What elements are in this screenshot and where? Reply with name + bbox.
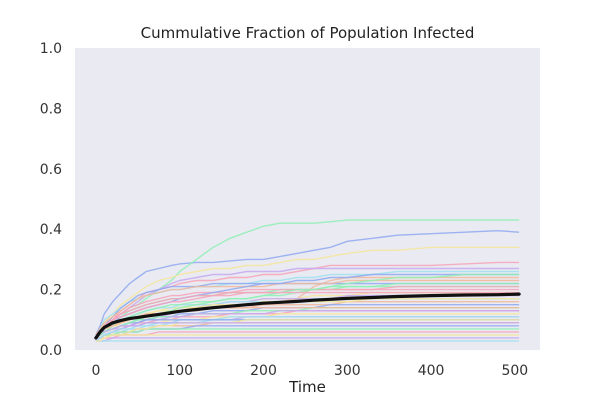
series-line: [95, 334, 520, 339]
y-tick-label: 0.4: [40, 222, 62, 238]
x-axis-label: Time: [288, 378, 326, 396]
y-tick-label: 0.0: [40, 343, 62, 359]
series-line: [95, 282, 520, 336]
series-line: [95, 229, 520, 336]
series-line: [95, 328, 520, 339]
chart-title: Cummulative Fraction of Population Infec…: [141, 24, 475, 42]
x-tick-label: 300: [334, 363, 361, 379]
series-line: [95, 310, 520, 339]
series-line: [95, 322, 520, 336]
y-tick-label: 0.8: [40, 101, 62, 117]
x-tick-label: 200: [250, 363, 277, 379]
series-line: [95, 316, 520, 342]
series-line: [95, 291, 520, 339]
y-tick-label: 0.2: [40, 283, 62, 299]
y-tick-label: 0.6: [40, 162, 62, 178]
y-tick-label: 1.0: [40, 41, 62, 57]
mean-line: [94, 292, 521, 340]
series-line: [95, 273, 520, 339]
x-tick-label: 100: [166, 363, 193, 379]
x-tick-label: 500: [501, 363, 528, 379]
x-tick-labels: 0 100 200 300 400 500: [91, 363, 528, 379]
series-line: [95, 246, 520, 339]
series-line: [95, 285, 520, 336]
y-tick-labels: 0.0 0.2 0.4 0.6 0.8 1.0: [40, 41, 62, 359]
mean-line-layer: [94, 292, 521, 340]
series-line: [95, 279, 520, 336]
series-lines: [95, 219, 520, 342]
x-tick-label: 0: [91, 363, 100, 379]
x-tick-label: 400: [418, 363, 445, 379]
series-line: [95, 337, 520, 342]
